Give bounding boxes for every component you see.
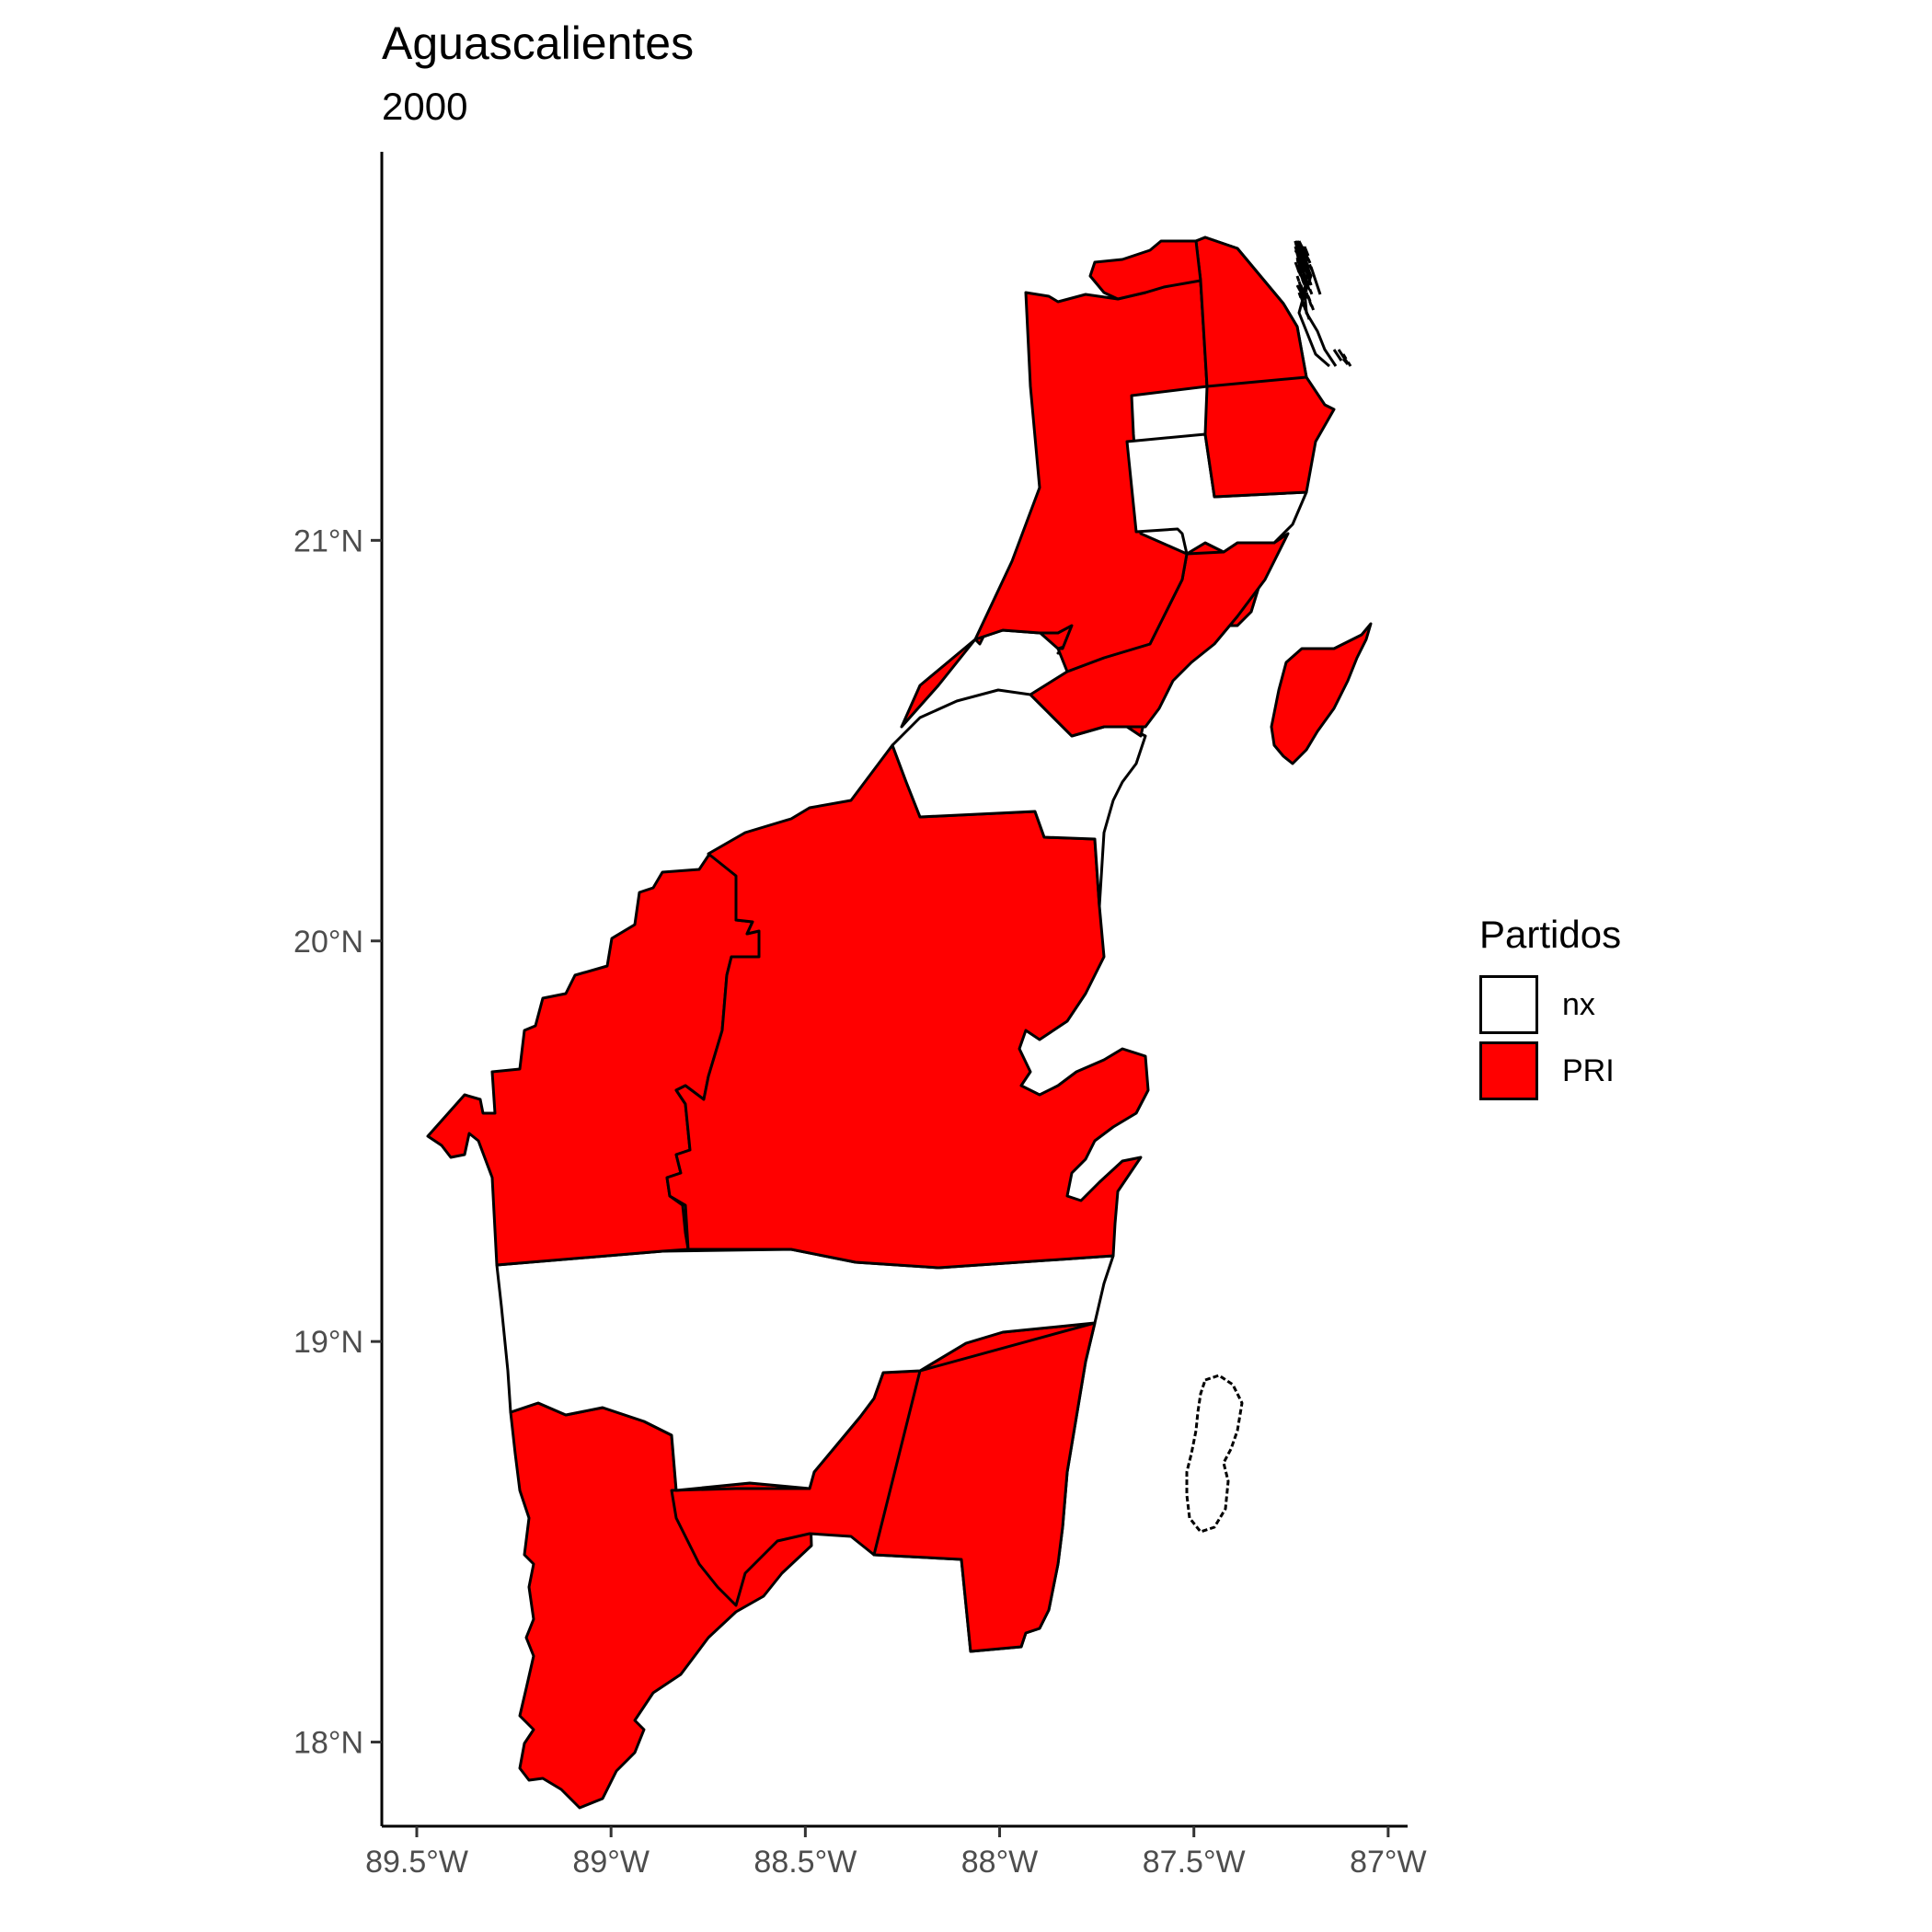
map-subtitle: 2000 xyxy=(382,85,468,128)
island-chinchorro xyxy=(1185,1374,1244,1534)
region-north-middle xyxy=(891,688,1147,908)
y-tick-label: 21°N xyxy=(293,523,363,558)
y-axis-ticks: 18°N 19°N 20°N 21°N xyxy=(293,523,382,1761)
coast-detail xyxy=(1294,240,1343,367)
island-north-3 xyxy=(1295,284,1306,300)
x-tick-label: 88.5°W xyxy=(753,1845,857,1880)
coast-cancun xyxy=(1297,252,1338,367)
legend-label-pri: PRI xyxy=(1562,1052,1615,1088)
legend-title: Partidos xyxy=(1479,913,1622,956)
island-north-11 xyxy=(1341,358,1350,365)
islet-north-25 xyxy=(1305,292,1314,308)
island-cozumel xyxy=(1270,622,1373,765)
y-tick-label: 19°N xyxy=(293,1325,363,1360)
y-tick-label: 18°N xyxy=(293,1726,363,1761)
region-north-east-upper xyxy=(1194,236,1308,388)
islet-north-17 xyxy=(1297,270,1306,286)
region-north-tip xyxy=(1088,239,1202,301)
x-tick-label: 87°W xyxy=(1350,1845,1427,1880)
islet-north-8 xyxy=(1295,240,1308,259)
legend-key-nx xyxy=(1479,975,1538,1034)
coast-east-islets xyxy=(1332,349,1343,362)
coast-isla-mujeres xyxy=(1309,266,1322,295)
x-tick-label: 87.5°W xyxy=(1143,1845,1246,1880)
region-south-east xyxy=(872,1321,1097,1653)
islet-north-26 xyxy=(1306,295,1316,312)
legend-item-pri: PRI xyxy=(1479,1038,1621,1104)
y-tick-label: 20°N xyxy=(293,925,363,960)
legend: Partidos nx PRI xyxy=(1479,913,1621,1104)
axes xyxy=(380,152,1408,1828)
x-tick-label: 88°W xyxy=(961,1845,1039,1880)
islet-north-20 xyxy=(1305,280,1314,295)
islet-north-13 xyxy=(1303,249,1312,264)
legend-key-pri xyxy=(1479,1041,1538,1100)
coast-north-islet xyxy=(1294,240,1299,249)
x-tick-label: 89°W xyxy=(572,1845,650,1880)
x-axis-ticks: 89.5°W 89°W 88.5°W 88°W 87.5°W 87°W xyxy=(365,1826,1427,1880)
map-title: Aguascalientes xyxy=(382,17,695,69)
municipality-regions xyxy=(426,236,1373,1810)
legend-label-nx: nx xyxy=(1562,986,1595,1022)
x-tick-label: 89.5°W xyxy=(365,1845,468,1880)
legend-item-nx: nx xyxy=(1479,972,1621,1038)
islet-north-4 xyxy=(1341,353,1352,367)
